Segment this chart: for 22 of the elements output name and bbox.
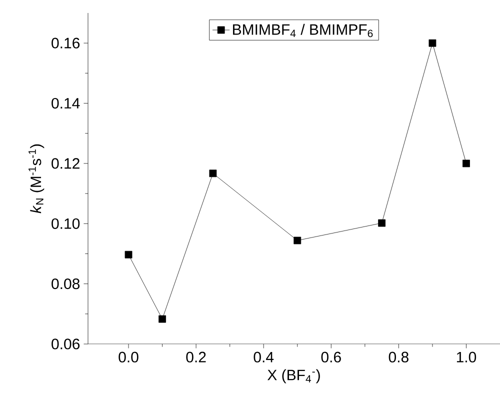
x-tick-label: 0.0 (118, 352, 138, 362)
point (124, 250, 132, 258)
y-tick-label: 0.12 (52, 158, 80, 169)
x-tick-label: 1.0 (456, 352, 476, 362)
point (378, 219, 386, 227)
x-tick-label: 0.2 (186, 352, 206, 362)
x-tick-label: 0.6 (321, 352, 341, 362)
x-axis-title: X (BF$_{4}$$^{-}$) (268, 369, 320, 384)
point (294, 236, 302, 244)
y-tick-label: 0.16 (52, 38, 80, 48)
y-axis-title: k$_{N}$ (M$^{-1}$s$^{-1}$) (28, 144, 44, 214)
y-tick-label: 0.06 (52, 338, 80, 350)
point (462, 160, 470, 168)
point (428, 39, 436, 47)
point (158, 315, 166, 323)
legend-label: BMIMBF$_{4}$ / BMIMPF$_{6}$ (233, 24, 373, 38)
x-tick-label: 0.4 (254, 352, 274, 362)
x-tick-label: 0.8 (388, 352, 408, 362)
y-tick-label: 0.14 (52, 98, 80, 109)
y-tick-label: 0.08 (52, 278, 80, 290)
y-tick-label: 0.10 (52, 218, 80, 229)
point (209, 170, 217, 178)
